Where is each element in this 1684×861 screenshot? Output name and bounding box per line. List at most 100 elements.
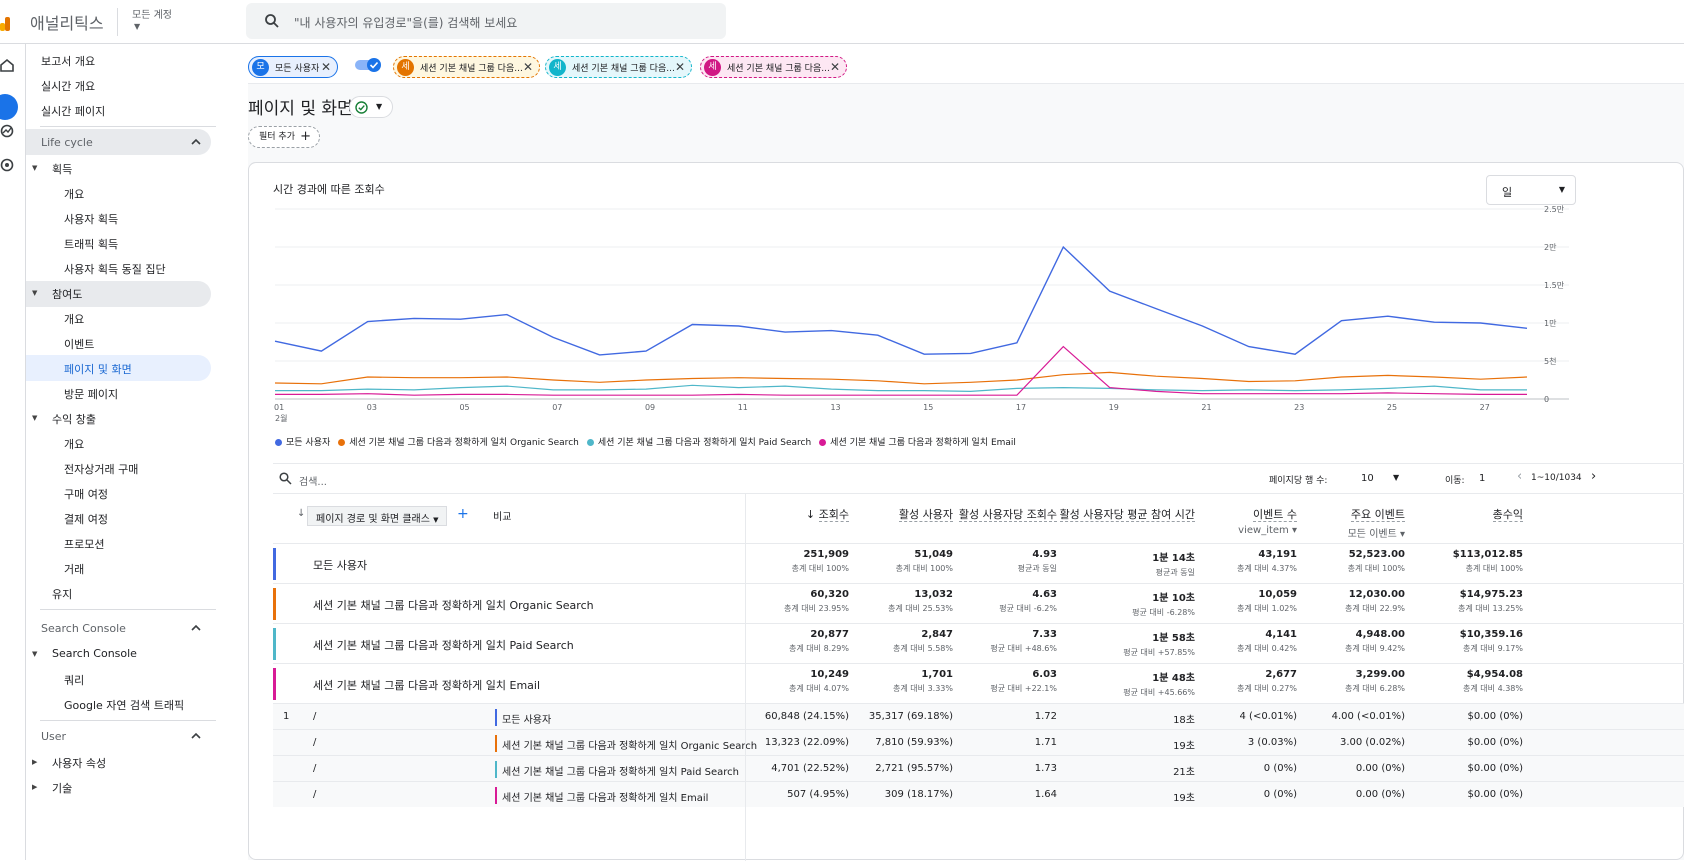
metric-value: 2,721 (95.57%): [875, 763, 953, 774]
sidebar-item-realtime-pages[interactable]: 실시간 페이지: [41, 105, 106, 118]
table-row[interactable]: / 세션 기본 채널 그룹 다음과 정확하게 일치 Organic Search 1…: [273, 729, 1684, 755]
sidebar-item-purchase-journey[interactable]: 구매 여정: [64, 488, 108, 501]
goto-input[interactable]: 1: [1479, 473, 1486, 484]
col-views[interactable]: ↓ 조회수: [805, 508, 849, 522]
chip-email[interactable]: 세 세션 기본 채널 그룹 다음... ✕: [700, 56, 847, 78]
section-lifecycle[interactable]: Life cycle: [41, 136, 93, 149]
app-title[interactable]: 애널리틱스: [30, 14, 104, 33]
sidebar-item-events[interactable]: 이벤트: [64, 338, 95, 351]
metric-value: $4,954.08: [1466, 669, 1523, 680]
chevron-up-icon[interactable]: [191, 731, 201, 741]
key-event-filter[interactable]: 모든 이벤트 ▾: [1347, 529, 1405, 540]
segment-color-bar: [273, 668, 276, 700]
add-filter-button[interactable]: 필터 추가 +: [248, 126, 320, 148]
section-user[interactable]: User: [41, 730, 67, 743]
chevron-right-icon[interactable]: ›: [1591, 469, 1597, 484]
page-path[interactable]: /: [313, 737, 317, 748]
sidebar-item-checkout-journey[interactable]: 결제 여정: [64, 513, 108, 526]
status-dropdown[interactable]: ▼: [349, 96, 393, 118]
sidebar-item-ecommerce[interactable]: 전자상거래 구매: [64, 463, 139, 476]
col-total-revenue[interactable]: 총수익: [1492, 508, 1523, 522]
legend-item[interactable]: 세션 기본 채널 그룹 다음과 정확하게 일치 Organic Search: [338, 435, 579, 448]
search-bar[interactable]: "내 사용자의 유입경로"을(를) 검색해 보세요: [246, 3, 726, 39]
caret-down-icon[interactable]: ▼: [32, 650, 38, 658]
metric-value: 309 (18.17%): [884, 789, 953, 800]
sidebar-item-queries[interactable]: 쿼리: [64, 674, 85, 687]
sidebar-item-landing-page[interactable]: 방문 페이지: [64, 388, 119, 401]
sidebar-item-acquisition[interactable]: 획득: [52, 163, 73, 176]
sidebar-item-promotions[interactable]: 프로모션: [64, 538, 105, 551]
event-filter[interactable]: view_item ▾: [1238, 525, 1297, 536]
caret-down-icon[interactable]: ▼: [32, 289, 38, 297]
sidebar-item-report-overview[interactable]: 보고서 개요: [41, 55, 96, 68]
col-key-events[interactable]: 주요 이벤트 모든 이벤트 ▾: [1347, 508, 1405, 540]
sidebar-item-pages-screens[interactable]: 페이지 및 화면: [64, 363, 132, 376]
table-row[interactable]: 1 / 모든 사용자 60,848 (24.15%) 35,317 (69.18%) 1.…: [273, 703, 1684, 729]
sidebar-item-user-acquisition[interactable]: 사용자 획득: [64, 213, 119, 226]
table-row[interactable]: / 세션 기본 채널 그룹 다음과 정확하게 일치 Email 507 (4.95%…: [273, 781, 1684, 807]
close-icon[interactable]: ✕: [674, 60, 685, 74]
add-dimension-button[interactable]: +: [457, 506, 469, 522]
legend-item[interactable]: 세션 기본 채널 그룹 다음과 정확하게 일치 Paid Search: [586, 435, 811, 448]
metric-value: 4 (<0.01%): [1239, 711, 1298, 722]
col-active-users[interactable]: 활성 사용자: [898, 508, 953, 522]
caret-right-icon[interactable]: ▶: [32, 783, 38, 791]
chevron-left-icon[interactable]: ‹: [1517, 469, 1523, 484]
analytics-logo-icon[interactable]: [0, 9, 14, 31]
segment-name: 세션 기본 채널 그룹 다음과 정확하게 일치 Email: [313, 679, 541, 692]
sort-arrow-icon[interactable]: ↓: [297, 508, 306, 519]
close-icon[interactable]: ✕: [522, 60, 533, 74]
explore-icon[interactable]: [0, 124, 14, 138]
metric-value: 4.63: [1032, 589, 1057, 600]
sidebar-item-monetization[interactable]: 수익 창출: [52, 413, 96, 426]
chip-all-users[interactable]: 모 모든 사용자 ✕: [248, 56, 338, 78]
metric-value: $0.00 (0%): [1467, 737, 1523, 748]
legend-item[interactable]: 모든 사용자: [275, 435, 330, 448]
sidebar-item-user-properties[interactable]: 사용자 속성: [52, 757, 107, 770]
col-avg-engagement[interactable]: 활성 사용자당 평균 참여 시간: [1059, 508, 1195, 522]
home-icon[interactable]: [0, 58, 14, 72]
caret-down-icon[interactable]: ▼: [32, 414, 38, 422]
sidebar-item-google-organic[interactable]: Google 자연 검색 트래픽: [64, 699, 185, 712]
period-dropdown[interactable]: 일 ▼: [1486, 175, 1576, 205]
sidebar-item-eng-overview[interactable]: 개요: [64, 313, 85, 326]
close-icon[interactable]: ✕: [829, 60, 840, 74]
reports-icon[interactable]: [0, 94, 18, 120]
chip-organic-search[interactable]: 세 세션 기본 채널 그룹 다음... ✕: [393, 56, 540, 78]
legend-item[interactable]: 세션 기본 채널 그룹 다음과 정확하게 일치 Email: [819, 435, 1016, 448]
dimension-selector[interactable]: 페이지 경로 및 화면 클래스 ▼: [307, 506, 447, 526]
x-tick-label: 21: [1201, 403, 1211, 412]
chevron-up-icon[interactable]: [191, 137, 201, 147]
caret-right-icon[interactable]: ▶: [32, 758, 38, 766]
table-search-input[interactable]: 검색...: [299, 477, 327, 488]
table-row[interactable]: / 세션 기본 채널 그룹 다음과 정확하게 일치 Paid Search 4,70…: [273, 755, 1684, 781]
chevron-down-icon[interactable]: ▼: [1393, 473, 1400, 482]
caret-down-icon[interactable]: ▼: [32, 164, 38, 172]
sidebar-item-mon-overview[interactable]: 개요: [64, 438, 85, 451]
toggle-checkbox[interactable]: [355, 57, 383, 73]
sidebar-item-engagement[interactable]: 참여도: [52, 288, 83, 301]
sidebar-item-acq-overview[interactable]: 개요: [64, 188, 85, 201]
col-views-per-user[interactable]: 활성 사용자당 조회수: [958, 508, 1057, 522]
page-path[interactable]: /: [313, 763, 317, 774]
sidebar-item-tech[interactable]: 기술: [52, 782, 73, 795]
sidebar-item-realtime-overview[interactable]: 실시간 개요: [41, 80, 96, 93]
sidebar-item-traffic-acquisition[interactable]: 트래픽 획득: [64, 238, 119, 251]
page-path[interactable]: /: [313, 789, 317, 800]
advertising-icon[interactable]: [0, 158, 14, 172]
x-tick-label: 23: [1294, 403, 1304, 412]
close-icon[interactable]: ✕: [320, 60, 331, 74]
chevron-up-icon[interactable]: [191, 623, 201, 633]
sidebar-item-acq-cohort[interactable]: 사용자 획득 동질 집단: [64, 263, 166, 276]
metric-value: 3.00 (0.02%): [1339, 737, 1405, 748]
account-selector[interactable]: 모든 계정: [132, 10, 172, 21]
rows-per-page-select[interactable]: 10: [1361, 473, 1374, 484]
chip-paid-search[interactable]: 세 세션 기본 채널 그룹 다음... ✕: [545, 56, 692, 78]
col-event-count[interactable]: 이벤트 수 view_item ▾: [1238, 508, 1297, 536]
page-path[interactable]: /: [313, 711, 317, 722]
sidebar-item-search-console[interactable]: Search Console: [52, 647, 137, 660]
sidebar-item-retention[interactable]: 유지: [52, 588, 73, 601]
section-search-console[interactable]: Search Console: [41, 622, 126, 635]
chevron-down-icon[interactable]: ▼: [134, 22, 141, 31]
sidebar-item-transactions[interactable]: 거래: [64, 563, 85, 576]
